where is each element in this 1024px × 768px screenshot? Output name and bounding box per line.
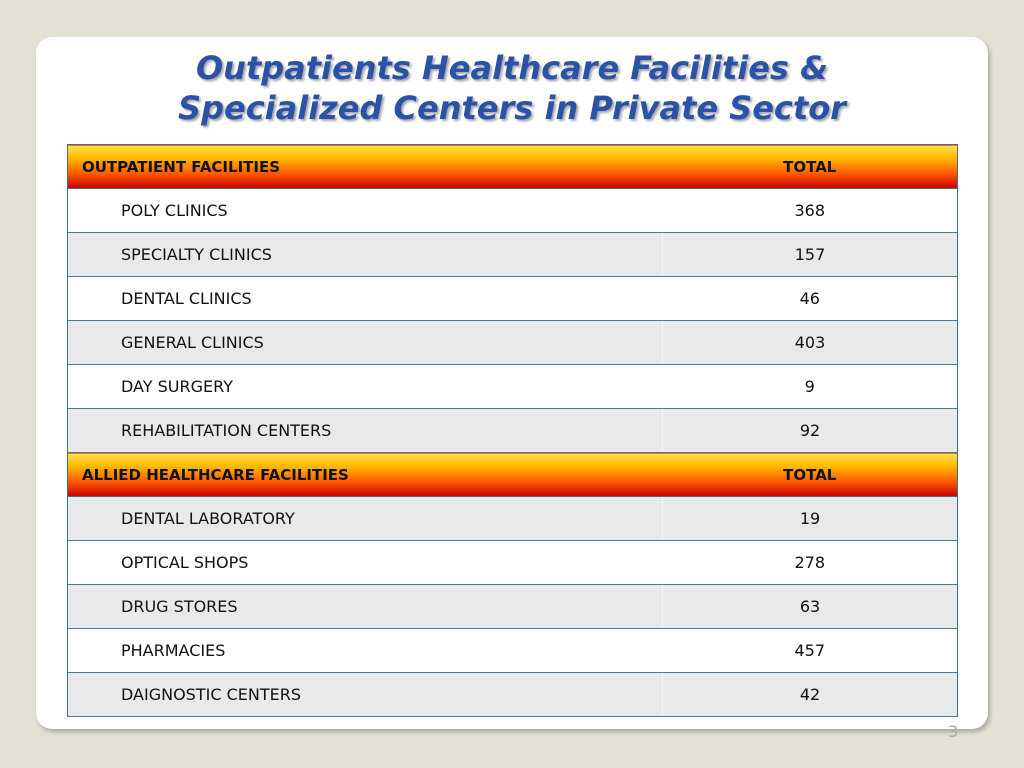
facility-total: 278 xyxy=(662,540,958,585)
table-row: PHARMACIES 457 xyxy=(67,628,958,673)
facility-total: 92 xyxy=(662,408,958,453)
table-row: DENTAL LABORATORY 19 xyxy=(67,496,958,541)
section-header-label: ALLIED HEALTHCARE FACILITIES xyxy=(67,452,663,497)
page-number: 3 xyxy=(948,722,959,741)
facility-total: 457 xyxy=(662,628,958,673)
facility-name: POLY CLINICS xyxy=(67,188,663,233)
table-row: SPECIALTY CLINICS 157 xyxy=(67,232,958,277)
facility-total: 42 xyxy=(662,672,958,717)
facility-name: OPTICAL SHOPS xyxy=(67,540,663,585)
table-row: GENERAL CLINICS 403 xyxy=(67,320,958,365)
facility-name: DENTAL LABORATORY xyxy=(67,496,663,541)
facility-total: 368 xyxy=(662,188,958,233)
section-header-outpatient: OUTPATIENT FACILITIES TOTAL xyxy=(67,144,958,189)
section-header-allied: ALLIED HEALTHCARE FACILITIES TOTAL xyxy=(67,452,958,497)
section-header-label: OUTPATIENT FACILITIES xyxy=(67,144,663,189)
slide-title: Outpatients Healthcare Facilities & Spec… xyxy=(0,48,1024,128)
table-row: DAIGNOSTIC CENTERS 42 xyxy=(67,672,958,717)
facility-name: DAY SURGERY xyxy=(67,364,663,409)
table-row: POLY CLINICS 368 xyxy=(67,188,958,233)
section-header-total: TOTAL xyxy=(662,452,958,497)
facility-name: GENERAL CLINICS xyxy=(67,320,663,365)
facility-total: 157 xyxy=(662,232,958,277)
facility-total: 403 xyxy=(662,320,958,365)
table-row: DAY SURGERY 9 xyxy=(67,364,958,409)
facility-name: DRUG STORES xyxy=(67,584,663,629)
title-line-1: Outpatients Healthcare Facilities & xyxy=(195,49,829,87)
title-line-2: Specialized Centers in Private Sector xyxy=(178,89,846,127)
table-row: DENTAL CLINICS 46 xyxy=(67,276,958,321)
table-row: REHABILITATION CENTERS 92 xyxy=(67,408,958,453)
facility-total: 63 xyxy=(662,584,958,629)
facility-total: 19 xyxy=(662,496,958,541)
facility-name: DAIGNOSTIC CENTERS xyxy=(67,672,663,717)
facility-name: PHARMACIES xyxy=(67,628,663,673)
facility-total: 9 xyxy=(662,364,958,409)
facility-name: REHABILITATION CENTERS xyxy=(67,408,663,453)
table-row: DRUG STORES 63 xyxy=(67,584,958,629)
table-row: OPTICAL SHOPS 278 xyxy=(67,540,958,585)
facility-name: DENTAL CLINICS xyxy=(67,276,663,321)
facility-total: 46 xyxy=(662,276,958,321)
facilities-table: OUTPATIENT FACILITIES TOTAL POLY CLINICS… xyxy=(67,144,958,717)
facility-name: SPECIALTY CLINICS xyxy=(67,232,663,277)
section-header-total: TOTAL xyxy=(662,144,958,189)
